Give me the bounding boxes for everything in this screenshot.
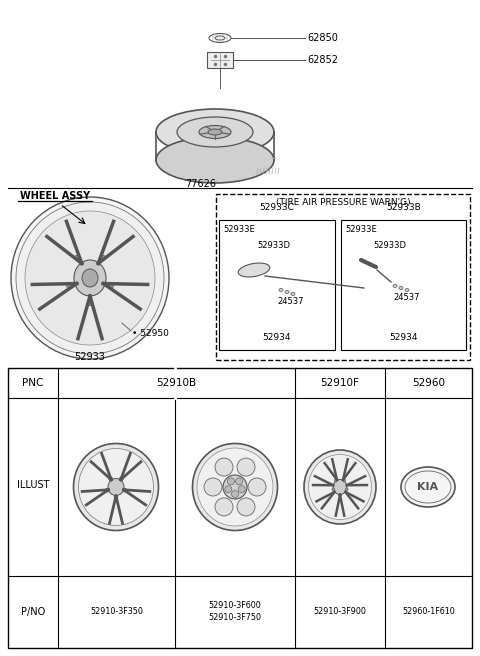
Text: 24537: 24537 [277, 298, 303, 306]
Text: 52934: 52934 [389, 333, 418, 342]
Ellipse shape [192, 443, 277, 531]
Ellipse shape [67, 283, 72, 288]
Ellipse shape [199, 125, 231, 138]
Ellipse shape [291, 293, 295, 295]
Ellipse shape [238, 263, 270, 277]
Ellipse shape [225, 485, 232, 493]
Text: 52910-3F350: 52910-3F350 [90, 607, 143, 617]
Text: 24537: 24537 [393, 293, 420, 302]
Ellipse shape [122, 488, 127, 492]
Ellipse shape [156, 137, 274, 183]
Ellipse shape [79, 449, 154, 525]
Text: 52934: 52934 [263, 333, 291, 342]
Bar [8, 368, 472, 648]
Text: P/NO: P/NO [21, 607, 45, 617]
Text: (TIRE AIR PRESSURE WARN'G): (TIRE AIR PRESSURE WARN'G) [276, 197, 410, 207]
Text: PNC: PNC [22, 378, 44, 388]
Ellipse shape [25, 211, 155, 345]
Ellipse shape [197, 448, 273, 526]
Ellipse shape [231, 491, 239, 497]
Ellipse shape [338, 493, 341, 497]
Ellipse shape [237, 498, 255, 516]
Text: 52933D: 52933D [257, 241, 290, 249]
Ellipse shape [399, 287, 403, 289]
Text: ILLUST: ILLUST [17, 480, 49, 490]
Ellipse shape [393, 285, 397, 287]
Text: 52933D: 52933D [373, 241, 406, 249]
Ellipse shape [223, 475, 247, 499]
Ellipse shape [114, 495, 118, 499]
Ellipse shape [108, 478, 124, 495]
Ellipse shape [238, 485, 245, 493]
Ellipse shape [82, 269, 98, 287]
FancyBboxPatch shape [207, 52, 233, 68]
Text: 52910-3F900: 52910-3F900 [313, 607, 366, 617]
Text: 62852: 62852 [307, 55, 338, 65]
Ellipse shape [16, 202, 164, 354]
Ellipse shape [236, 478, 242, 485]
Ellipse shape [248, 478, 266, 496]
Ellipse shape [333, 480, 347, 495]
Ellipse shape [87, 300, 93, 306]
Ellipse shape [309, 455, 372, 520]
Ellipse shape [279, 289, 283, 291]
Text: • 52950: • 52950 [132, 329, 169, 338]
Bar [219, 220, 335, 350]
Text: 52933C: 52933C [260, 203, 294, 213]
Ellipse shape [345, 488, 348, 491]
Text: WHEEL ASSY: WHEEL ASSY [20, 191, 90, 201]
Ellipse shape [106, 488, 109, 492]
Text: 62850: 62850 [307, 33, 338, 43]
Ellipse shape [208, 129, 222, 135]
Ellipse shape [108, 477, 113, 481]
Ellipse shape [405, 289, 409, 291]
Ellipse shape [285, 291, 289, 293]
Ellipse shape [108, 283, 113, 288]
Bar [216, 194, 470, 360]
Ellipse shape [228, 478, 234, 485]
Ellipse shape [11, 197, 169, 359]
Text: 52960: 52960 [412, 378, 445, 388]
Ellipse shape [335, 479, 337, 482]
Ellipse shape [237, 458, 255, 476]
Text: 52910-3F750: 52910-3F750 [208, 613, 262, 623]
Ellipse shape [215, 498, 233, 516]
Text: 52910-3F600: 52910-3F600 [209, 602, 262, 611]
Text: 52933E: 52933E [223, 226, 255, 234]
Ellipse shape [73, 443, 158, 531]
Ellipse shape [401, 467, 455, 507]
Text: 77626: 77626 [185, 179, 216, 189]
Ellipse shape [74, 260, 106, 296]
Ellipse shape [120, 477, 123, 481]
Text: 52910F: 52910F [321, 378, 360, 388]
Ellipse shape [343, 479, 346, 482]
Ellipse shape [204, 478, 222, 496]
Text: 52933E: 52933E [345, 226, 377, 234]
Text: 52933B: 52933B [386, 203, 421, 213]
Ellipse shape [304, 450, 376, 524]
Ellipse shape [215, 458, 233, 476]
Ellipse shape [74, 255, 80, 260]
Text: 52960-1F610: 52960-1F610 [402, 607, 455, 617]
Text: 52933: 52933 [74, 352, 106, 362]
Text: 52910B: 52910B [156, 378, 197, 388]
Ellipse shape [177, 117, 253, 147]
Bar [341, 220, 466, 350]
Ellipse shape [156, 109, 274, 155]
Ellipse shape [100, 255, 106, 260]
Ellipse shape [332, 488, 335, 491]
Text: KIA: KIA [418, 482, 439, 492]
